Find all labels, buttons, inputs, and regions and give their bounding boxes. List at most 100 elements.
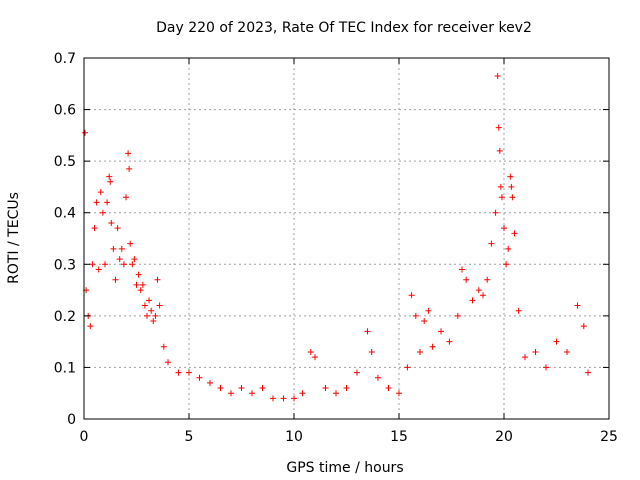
data-point	[141, 302, 148, 309]
data-point	[475, 287, 482, 294]
data-point	[454, 312, 461, 319]
data-point	[495, 124, 502, 131]
data-point	[175, 369, 182, 376]
y-axis-label: ROTI / TECUs	[6, 192, 22, 284]
data-point	[207, 379, 213, 386]
data-point	[99, 209, 106, 216]
data-point	[126, 165, 133, 172]
data-point	[228, 390, 234, 397]
data-point	[417, 348, 423, 355]
data-point	[469, 297, 476, 304]
data-point	[217, 385, 224, 392]
data-point	[123, 194, 129, 201]
y-tick-label: 0.5	[54, 154, 76, 170]
y-tick-label: 0	[67, 412, 76, 428]
data-point	[120, 261, 127, 268]
data-point	[93, 199, 100, 206]
grid	[84, 58, 609, 419]
data-point	[259, 385, 266, 392]
data-point	[496, 147, 503, 154]
data-point	[238, 385, 245, 392]
data-point	[532, 348, 539, 355]
data-point	[412, 312, 419, 319]
data-point	[322, 385, 329, 392]
x-tick-label: 25	[600, 429, 618, 445]
data-point	[507, 173, 514, 180]
data-point	[368, 348, 375, 355]
x-tick-label: 10	[285, 429, 303, 445]
data-point	[312, 354, 318, 361]
data-point	[104, 199, 111, 206]
chart-title: Day 220 of 2023, Rate Of TEC Index for r…	[156, 20, 532, 36]
data-point	[154, 276, 161, 283]
data-point	[498, 194, 505, 201]
data-point	[463, 276, 470, 283]
data-point	[91, 225, 98, 232]
data-point	[385, 385, 392, 392]
data-point	[497, 183, 504, 190]
data-point	[522, 354, 528, 361]
data-point	[543, 364, 549, 371]
data-point	[110, 245, 117, 252]
data-point	[89, 261, 96, 268]
data-point	[133, 281, 140, 288]
data-point	[574, 302, 581, 309]
x-tick-label: 20	[495, 429, 513, 445]
data-point	[515, 307, 522, 314]
y-tick-label: 0.3	[54, 257, 76, 273]
data-point	[95, 266, 102, 273]
data-point	[494, 73, 501, 80]
data-point	[564, 348, 570, 355]
data-point	[501, 225, 507, 232]
data-point	[270, 395, 276, 402]
data-point	[131, 256, 138, 263]
data-point	[354, 369, 360, 376]
axis-ticks: 0 5 10 15 20 25 0 0.1 0.2 0.3 0.4 0.5 0.6 0.7	[54, 51, 618, 445]
data-point	[125, 150, 132, 157]
data-point	[503, 261, 510, 268]
data-point	[459, 266, 465, 273]
data-point	[82, 129, 89, 136]
data-point	[291, 395, 297, 402]
y-tick-label: 0.1	[54, 360, 76, 376]
x-axis-label: GPS time / hours	[286, 460, 403, 476]
data-point	[299, 390, 306, 397]
data-point	[114, 225, 121, 232]
data-point	[429, 343, 436, 350]
data-point	[156, 302, 163, 309]
data-point	[106, 173, 113, 180]
data-point	[553, 338, 560, 345]
data-point	[488, 240, 495, 247]
data-point	[509, 194, 516, 201]
data-point	[280, 395, 287, 402]
data-point	[580, 323, 587, 330]
data-point	[585, 369, 591, 376]
data-point	[137, 287, 144, 294]
x-tick-label: 5	[185, 429, 194, 445]
data-point	[425, 307, 432, 314]
data-point	[186, 369, 192, 376]
data-point	[112, 276, 119, 283]
data-point	[150, 318, 157, 325]
data-point	[343, 385, 350, 392]
data-point	[249, 390, 255, 397]
data-point	[107, 178, 114, 185]
data-point	[116, 256, 123, 263]
data-point	[118, 245, 125, 252]
data-point	[307, 348, 314, 355]
data-point	[139, 281, 146, 288]
data-point	[438, 328, 444, 335]
data-point	[102, 261, 108, 268]
data-point	[375, 374, 381, 381]
data-point	[160, 343, 167, 350]
data-point	[148, 307, 155, 314]
data-point	[511, 230, 518, 237]
data-point	[196, 374, 203, 381]
data-point	[492, 209, 499, 216]
data-point	[135, 271, 142, 278]
data-point	[144, 312, 150, 319]
data-points	[82, 73, 591, 402]
y-tick-label: 0.6	[54, 103, 76, 119]
y-tick-label: 0.7	[54, 51, 76, 67]
